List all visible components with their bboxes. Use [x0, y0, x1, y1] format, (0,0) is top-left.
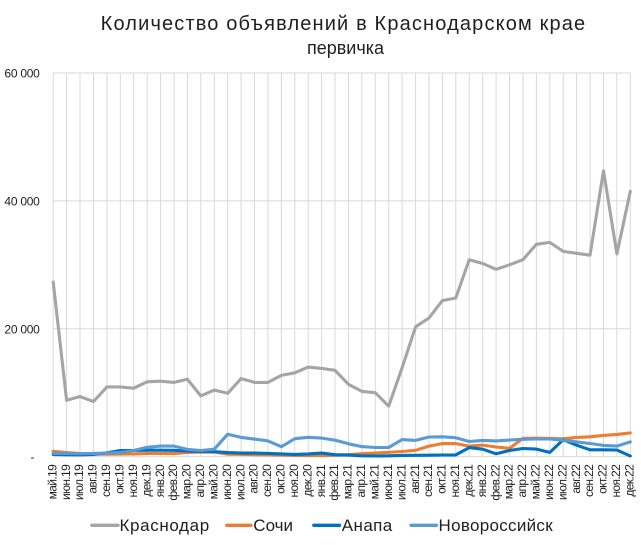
svg-text:ноя.21: ноя.21 [448, 464, 462, 498]
svg-text:мар.20: мар.20 [180, 464, 194, 499]
svg-text:июн.20: июн.20 [220, 464, 234, 500]
svg-text:дек.22: дек.22 [623, 464, 637, 497]
svg-text:июн.21: июн.21 [381, 464, 395, 500]
svg-text:дек.19: дек.19 [139, 464, 153, 497]
svg-text:20 000: 20 000 [4, 323, 40, 337]
svg-text:июн.22: июн.22 [542, 464, 556, 500]
svg-text:сен.22: сен.22 [582, 464, 596, 497]
svg-text:июл.20: июл.20 [233, 464, 247, 500]
svg-text:фев.20: фев.20 [166, 464, 180, 501]
svg-text:ноя.22: ноя.22 [609, 464, 623, 498]
svg-text:май.19: май.19 [45, 464, 59, 499]
svg-text:окт.19: окт.19 [113, 464, 127, 494]
svg-text:фев.22: фев.22 [488, 464, 502, 501]
svg-text:июл.22: июл.22 [555, 464, 569, 500]
svg-text:Количество объявлений в Красно: Количество объявлений в Краснодарском кр… [101, 13, 587, 35]
svg-text:авг.21: авг.21 [408, 464, 422, 494]
svg-text:мар.22: мар.22 [502, 464, 516, 499]
svg-text:60 000: 60 000 [4, 67, 40, 81]
svg-text:фев.21: фев.21 [327, 464, 341, 501]
svg-text:июл.19: июл.19 [72, 464, 86, 500]
svg-text:янв.21: янв.21 [314, 464, 328, 497]
svg-text:авг.22: авг.22 [569, 464, 583, 494]
svg-text:апр.22: апр.22 [515, 464, 529, 498]
svg-text:окт.21: окт.21 [435, 464, 449, 494]
svg-text:янв.20: янв.20 [153, 464, 167, 497]
svg-text:янв.22: янв.22 [475, 464, 489, 497]
svg-text:май.21: май.21 [368, 464, 382, 499]
svg-text:окт.20: окт.20 [274, 464, 288, 494]
svg-text:Анапа: Анапа [342, 516, 393, 535]
svg-text:Краснодар: Краснодар [120, 516, 210, 535]
svg-text:май.20: май.20 [207, 464, 221, 499]
svg-text:дек.21: дек.21 [461, 464, 475, 497]
svg-text:ноя.19: ноя.19 [126, 464, 140, 498]
svg-text:-: - [30, 450, 34, 464]
svg-text:сен.19: сен.19 [99, 464, 113, 497]
svg-text:окт.22: окт.22 [596, 464, 610, 494]
svg-text:авг.19: авг.19 [86, 464, 100, 494]
svg-text:апр.20: апр.20 [193, 464, 207, 498]
svg-text:сен.20: сен.20 [260, 464, 274, 497]
svg-text:Новороссийск: Новороссийск [439, 516, 554, 535]
svg-text:июн.19: июн.19 [59, 464, 73, 500]
svg-text:сен.21: сен.21 [421, 464, 435, 497]
svg-text:дек.20: дек.20 [300, 464, 314, 497]
svg-text:40 000: 40 000 [4, 195, 40, 209]
svg-text:апр.21: апр.21 [354, 464, 368, 498]
svg-text:авг.20: авг.20 [247, 464, 261, 494]
svg-text:мар.21: мар.21 [341, 464, 355, 499]
svg-text:май.22: май.22 [529, 464, 543, 499]
svg-text:ноя.20: ноя.20 [287, 464, 301, 498]
svg-text:Сочи: Сочи [253, 516, 293, 535]
svg-text:первичка: первичка [307, 38, 385, 58]
svg-text:июл.21: июл.21 [394, 464, 408, 500]
